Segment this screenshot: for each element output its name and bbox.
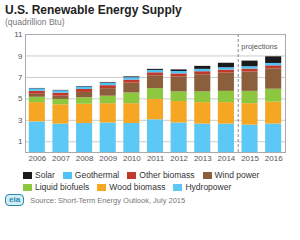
svg-text:2007: 2007	[52, 154, 70, 163]
svg-text:7: 7	[18, 73, 23, 82]
svg-text:2011: 2011	[147, 154, 165, 163]
svg-text:2015: 2015	[241, 154, 259, 163]
svg-text:2010: 2010	[123, 154, 141, 163]
html-text:Wind power: Wind power	[214, 170, 260, 180]
html-text:Liquid biofuels: Liquid biofuels	[35, 182, 90, 192]
html-text:(quadrillion Btu): (quadrillion Btu)	[5, 17, 65, 27]
html-text:Other biomass: Other biomass	[139, 170, 195, 180]
svg-text:2012: 2012	[170, 154, 188, 163]
svg-text:2008: 2008	[76, 154, 94, 163]
svg-text:2013: 2013	[194, 154, 212, 163]
svg-text:11: 11	[14, 30, 23, 39]
svg-text:2009: 2009	[99, 154, 117, 163]
html-text:U.S. Renewable Energy Supply: U.S. Renewable Energy Supply	[5, 3, 182, 17]
html-text:Wood biomass: Wood biomass	[109, 182, 166, 192]
svg-text:2014: 2014	[218, 154, 236, 163]
html-text:Geothermal: Geothermal	[74, 170, 120, 180]
html-text:Hydropower: Hydropower	[185, 182, 232, 192]
svg-text:5: 5	[18, 94, 23, 103]
html-text:Source: Short-Term Energy Outl: Source: Short-Term Energy Outlook, July …	[30, 195, 186, 205]
html-text:eia: eia	[9, 195, 21, 204]
svg-text:projections: projections	[241, 42, 278, 51]
svg-text:9: 9	[18, 52, 23, 61]
html-text:Solar: Solar	[35, 170, 55, 180]
svg-text:3: 3	[18, 116, 23, 125]
svg-text:2016: 2016	[265, 154, 283, 163]
svg-text:2006: 2006	[28, 154, 46, 163]
svg-text:1: 1	[18, 137, 23, 146]
